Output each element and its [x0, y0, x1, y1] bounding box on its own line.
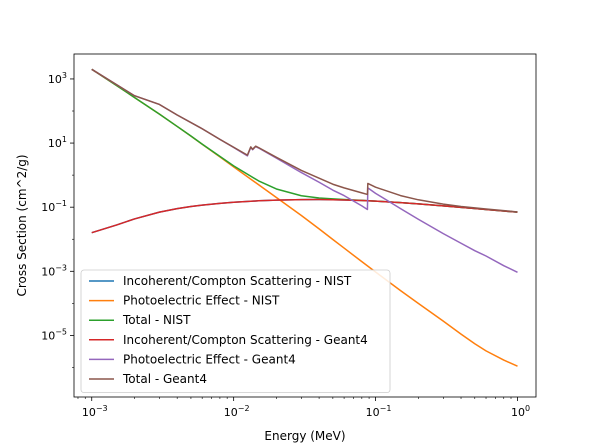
legend-label: Photoelectric Effect - NIST: [123, 294, 280, 308]
y-tick-label: 10−5: [41, 327, 67, 342]
legend-label: Incoherent/Compton Scattering - NIST: [123, 274, 352, 288]
legend-label: Incoherent/Compton Scattering - Geant4: [123, 333, 368, 347]
y-tick-label: 103: [48, 71, 67, 86]
legend-label: Total - NIST: [122, 313, 191, 327]
x-axis-label: Energy (MeV): [264, 429, 345, 443]
series-layer: [91, 68, 518, 367]
axes-frame: [73, 53, 537, 398]
x-axis-ticks: 10−3 10−2 10−1 100: [77, 397, 530, 419]
y-tick-label: 101: [48, 135, 67, 150]
legend-box: [80, 269, 391, 393]
x-tick-label: 10−2: [224, 404, 250, 419]
y-tick-label: 10−3: [41, 263, 67, 278]
x-tick-label: 100: [511, 404, 530, 419]
x-tick-label: 10−3: [82, 404, 108, 419]
series-line-4: [91, 198, 518, 234]
x-tick-label: 10−1: [366, 404, 392, 419]
legend-label: Photoelectric Effect - Geant4: [123, 352, 296, 366]
y-axis-label: Cross Section (cm^2/g): [15, 154, 29, 296]
y-axis-ticks: 10−5 10−3 10−1 101 103: [41, 71, 74, 368]
legend-label: Total - Geant4: [122, 372, 207, 386]
legend: Incoherent/Compton Scattering - NIST Phot…: [80, 269, 391, 393]
y-tick-label: 10−1: [41, 199, 67, 214]
series-line-6: [91, 68, 518, 213]
